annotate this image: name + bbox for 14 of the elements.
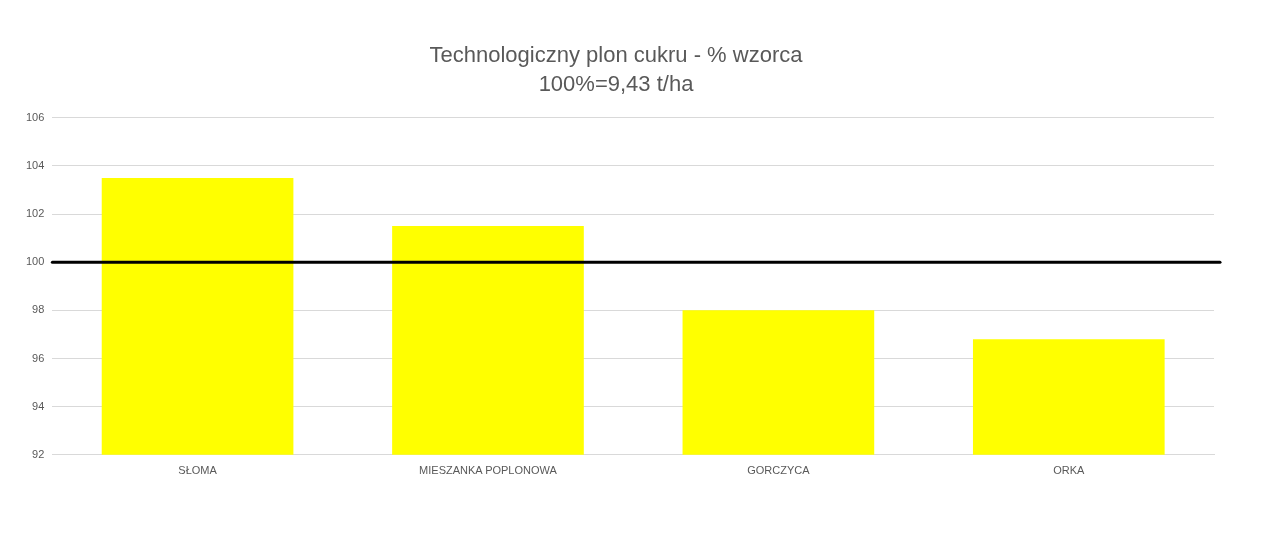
chart-title: Technologiczny plon cukru - % wzorca (429, 42, 804, 68)
y-tick-label: 106 (25, 110, 45, 123)
x-tick-label: SŁOMA (178, 464, 218, 477)
y-tick-label: 98 (32, 303, 45, 316)
y-tick-label: 92 (32, 447, 45, 460)
chart-subtitle: 100%=9,43 t/ha (538, 70, 695, 96)
y-tick-label: 102 (25, 207, 45, 220)
x-tick-label: MIESZANKA POPLONOWA (419, 464, 558, 477)
y-tick-label: 104 (25, 158, 45, 171)
x-tick-label: GORCZYCA (747, 464, 811, 477)
y-tick-label: 96 (32, 351, 45, 364)
y-tick-label: 94 (32, 399, 45, 412)
x-tick-label: ORKA (1053, 464, 1086, 477)
y-tick-label: 100 (25, 255, 45, 268)
